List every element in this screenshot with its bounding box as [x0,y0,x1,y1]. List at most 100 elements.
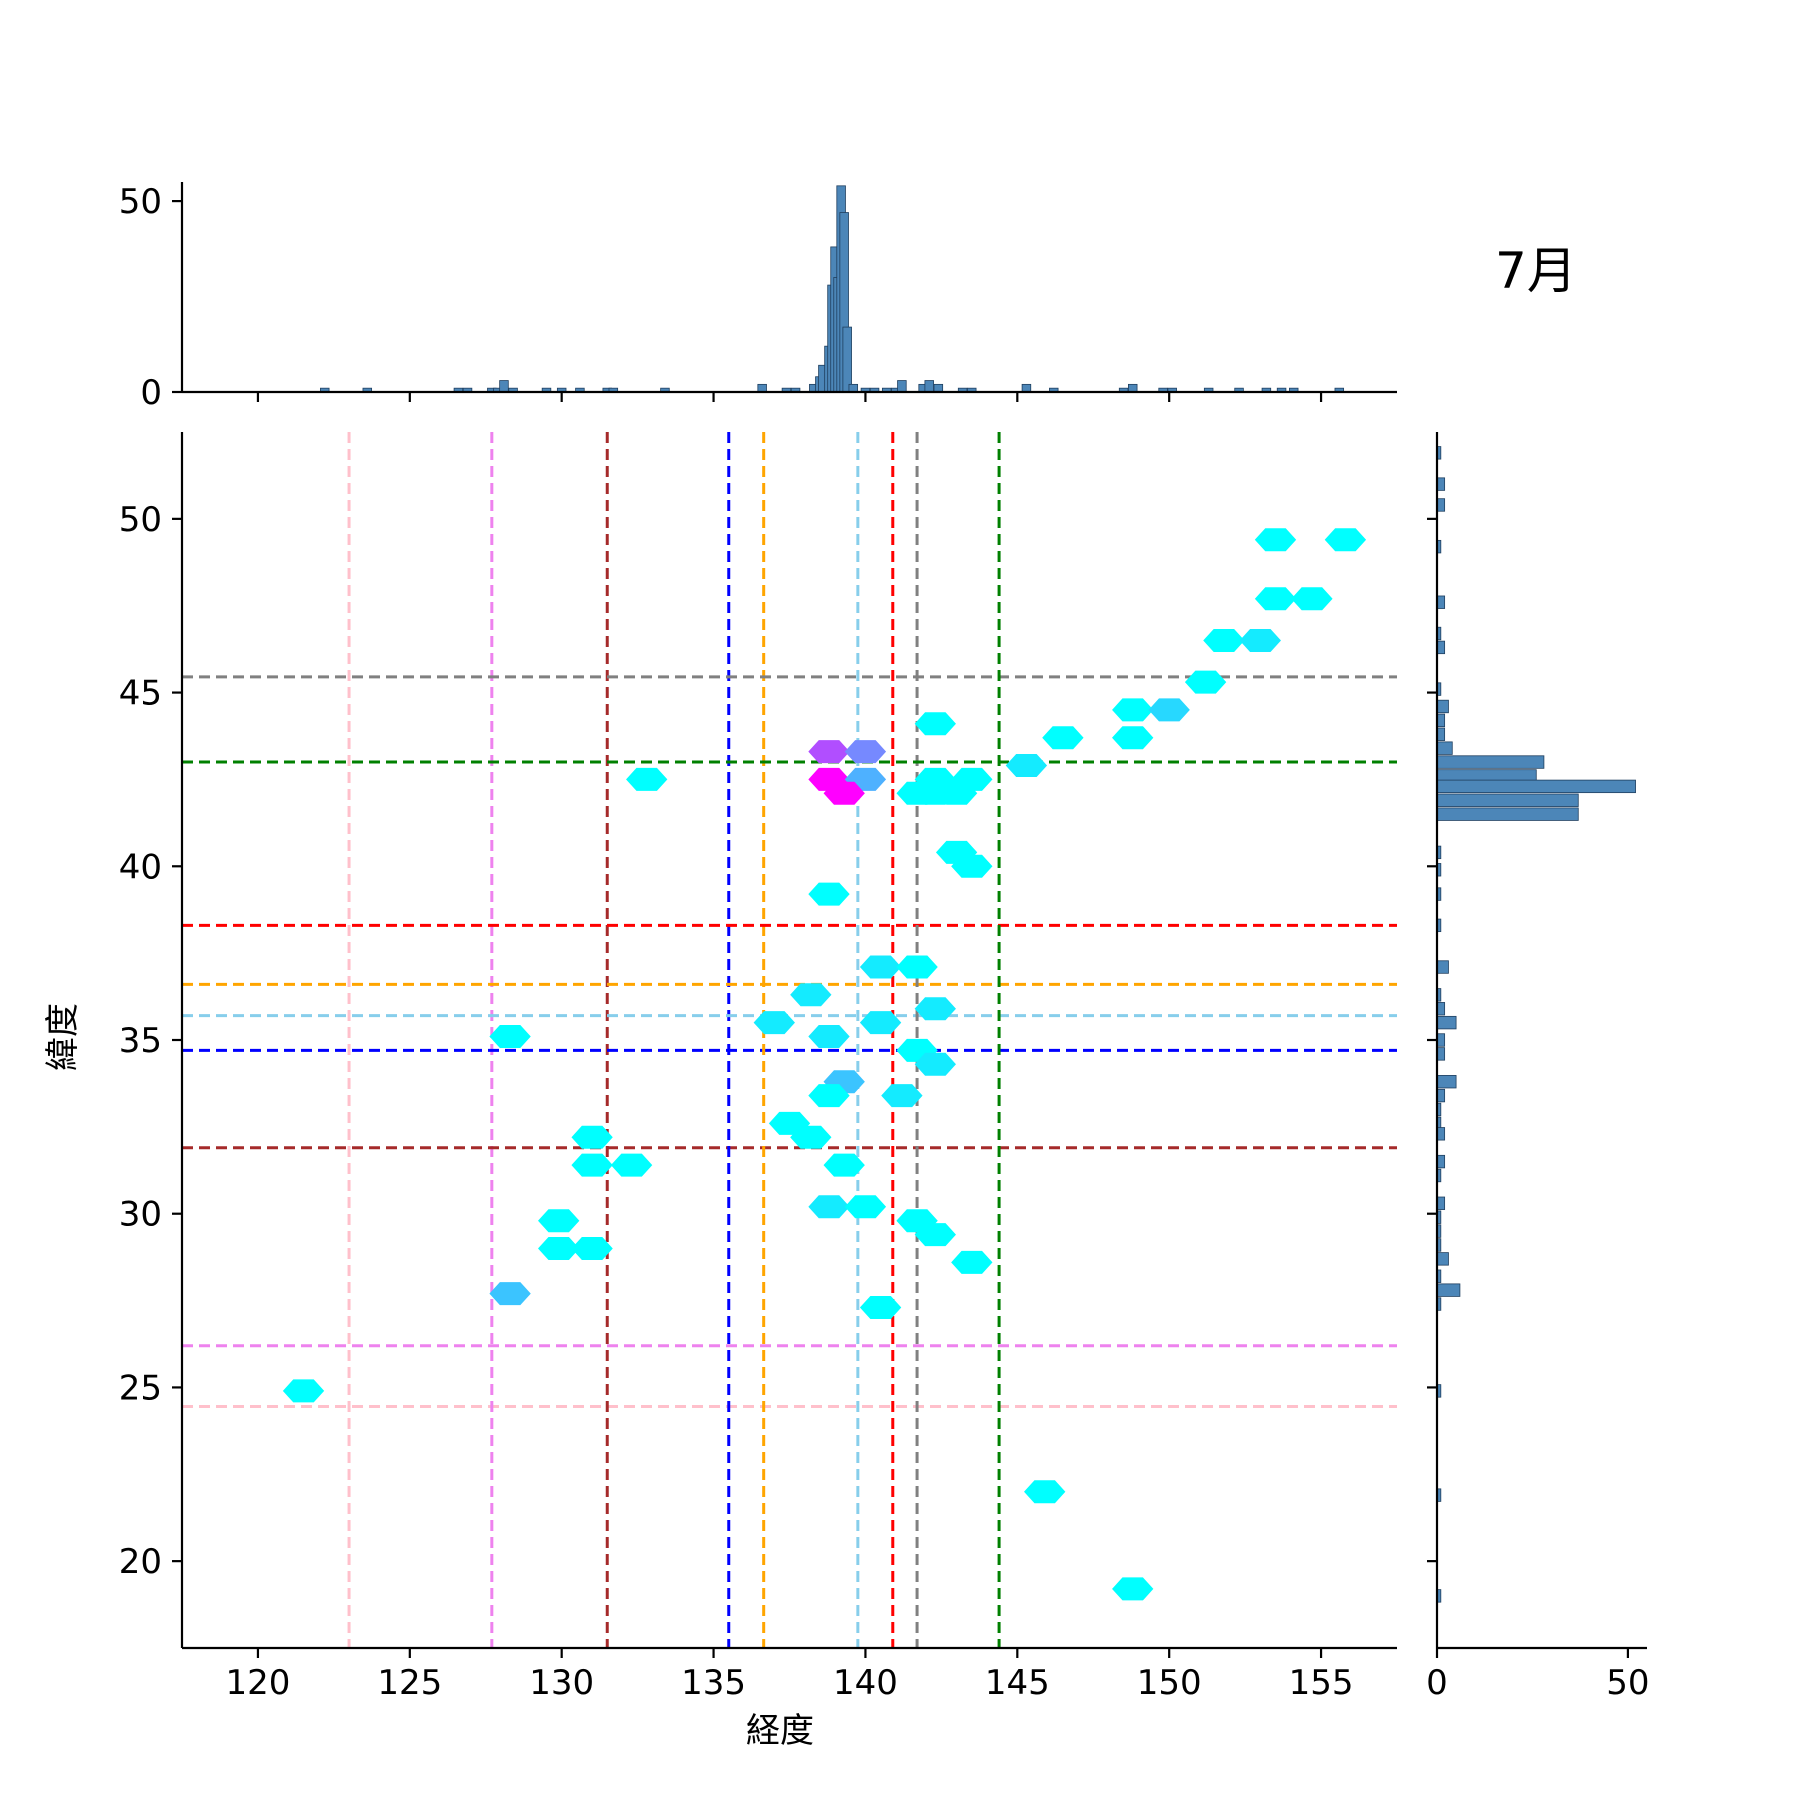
chart-title: 7月 [1495,242,1577,300]
x-axis-title: 経度 [746,1711,814,1751]
hexbin-cell [571,1237,613,1260]
right-histogram-bar [1436,1015,1457,1030]
y-tick-label: 25 [119,1368,162,1408]
hexbin-cell [808,882,850,906]
hexbin-cell [1005,754,1048,777]
hexbin-cell [1203,629,1245,652]
right-histogram-bar [1436,793,1579,807]
reference-lines [182,432,1397,1648]
hexbin-cell [1024,1480,1066,1504]
top-histogram-bar [757,383,767,393]
right-histogram-bar [1436,1047,1446,1061]
top-histogram-bar [848,383,859,393]
hexbin-cell [790,1125,832,1149]
right-histogram-bar [1436,755,1545,769]
right-histogram-bar [1436,807,1579,821]
right-histogram-bar [1436,498,1446,512]
hexbin-cell [790,983,832,1007]
right-histogram-bar [1436,1283,1461,1297]
x-tick-label: 145 [985,1663,1050,1703]
hexbin-cell [282,1379,325,1403]
hexbin-cell [808,1195,850,1219]
right-histogram-bar [1436,595,1446,609]
x-tick-label: 120 [225,1663,290,1703]
hexbin-cell [823,1153,865,1177]
hexbin-cell [626,767,668,791]
right-histogram-bar [1436,1196,1446,1210]
right-histogram-bar [1436,640,1446,655]
right-histogram-bar [1436,1088,1446,1103]
y-tick-label: 45 [119,674,162,714]
hexbin-cell [808,740,850,764]
top-histogram-bar [933,383,944,393]
y-axis-title: 緯度 [43,1003,83,1071]
right-marginal-x-tick-label: 50 [1606,1663,1649,1703]
hexbin-cell [1184,670,1227,694]
top-histogram-bar [842,326,852,393]
hexbin-cell [914,1052,956,1076]
hexbin-cell [914,1223,956,1247]
x-tick-label: 150 [1137,1663,1202,1703]
right-histogram-bar [1436,477,1446,491]
top-marginal-y-tick-label: 50 [119,182,162,222]
hexbin-cell [1254,587,1297,611]
hexbin-cell [914,997,956,1021]
y-tick-label: 35 [119,1021,162,1061]
hexbin-cell [753,1011,795,1035]
top-histogram-bar [1021,383,1032,393]
right-histogram-bar [1436,727,1446,741]
hexbin-cell [1239,629,1281,652]
hexbin-cell [808,1025,850,1048]
hexbin-cell [610,1153,653,1177]
hexbin-cell [489,1025,531,1048]
right-histogram-bar [1436,779,1636,794]
hexbin-cell [1254,528,1297,552]
hexbin-cell [859,955,902,979]
right-histogram-bar [1436,1002,1446,1016]
hexbin-cell [1112,1577,1154,1601]
hexbin-cell [1148,698,1190,722]
right-histogram-bar [1436,713,1446,728]
top-histogram-bar [924,380,934,393]
hexbin-cell [859,1011,902,1035]
y-tick-label: 40 [119,847,162,887]
hexbin-cell [914,712,956,736]
hexbin-cell [538,1209,580,1233]
hexbin-cell [1324,528,1367,552]
hexbin-cell [1112,698,1154,722]
hexbin-cell [489,1282,531,1306]
right-histogram-bar [1436,1033,1446,1047]
y-tick-label: 20 [119,1542,162,1582]
axes-layer: 120 125 130 135 140 145 150 155 20 25 30 35 40 45 50 0 5… [119,182,1650,1703]
hexbin-cell [844,1195,887,1219]
hexbin-cell [896,955,938,979]
right-histogram-bar [1436,1154,1446,1169]
x-tick-label: 135 [681,1663,746,1703]
hexbin-cell [935,781,978,805]
hexbin-cell [951,854,993,878]
hexbin-layer [282,528,1367,1601]
right-histogram-bar [1436,1127,1446,1141]
right-histogram-bar [1436,1252,1449,1266]
x-tick-label: 155 [1289,1663,1354,1703]
top-histogram-bar [1128,383,1138,393]
top-marginal-y-tick-label: 0 [140,373,162,413]
x-tick-label: 130 [529,1663,594,1703]
hexbin-cell [881,1084,923,1108]
x-tick-label: 140 [833,1663,898,1703]
right-marginal-x-tick-label: 0 [1426,1663,1448,1703]
right-histogram-bar [1436,699,1449,714]
right-histogram-bar [1436,1075,1457,1089]
x-tick-label: 125 [377,1663,442,1703]
top-histogram-bar [897,380,907,393]
hexbin-cell [823,781,865,805]
hexbin-cell [1291,587,1333,611]
hexbin-cell [808,1084,850,1108]
top-marginal-histogram [320,185,1345,393]
hexbin-cell [571,1125,613,1149]
hexbin-cell [859,1296,902,1319]
y-tick-label: 30 [119,1195,162,1235]
top-histogram-bar [499,380,509,393]
y-tick-label: 50 [119,500,162,540]
